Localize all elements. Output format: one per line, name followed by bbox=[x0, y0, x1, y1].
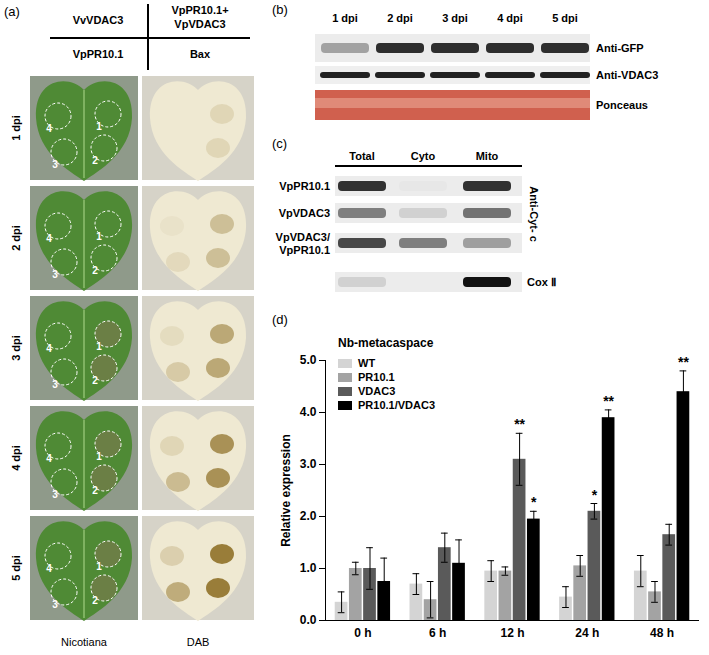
html-text:WT: WT bbox=[358, 357, 376, 369]
svg-text:DAB: DAB bbox=[187, 636, 210, 648]
svg-text:2: 2 bbox=[92, 155, 98, 166]
html-text:PR10.1: PR10.1 bbox=[358, 371, 395, 383]
svg-text:24 h: 24 h bbox=[575, 626, 599, 640]
svg-text:3: 3 bbox=[52, 599, 58, 610]
svg-text:4 dpi: 4 dpi bbox=[10, 445, 22, 471]
svg-text:1: 1 bbox=[96, 121, 102, 132]
svg-text:4: 4 bbox=[46, 563, 52, 574]
svg-text:3: 3 bbox=[52, 489, 58, 500]
svg-text:*: * bbox=[531, 494, 537, 510]
svg-text:4.0: 4.0 bbox=[300, 405, 317, 419]
svg-text:1 dpi: 1 dpi bbox=[10, 115, 22, 141]
svg-text:6 h: 6 h bbox=[429, 626, 446, 640]
svg-text:2: 2 bbox=[92, 595, 98, 606]
svg-text:VvVDAC3: VvVDAC3 bbox=[73, 14, 124, 26]
svg-text:VpPR10.1: VpPR10.1 bbox=[279, 180, 330, 192]
html-text:VDAC3: VDAC3 bbox=[358, 385, 396, 397]
svg-text:Anti-VDAC3: Anti-VDAC3 bbox=[596, 69, 658, 81]
svg-text:Nicotiana: Nicotiana bbox=[61, 636, 108, 648]
svg-text:4 dpi: 4 dpi bbox=[497, 12, 523, 24]
svg-text:(c): (c) bbox=[272, 136, 287, 151]
svg-text:Mito: Mito bbox=[476, 150, 499, 162]
svg-text:1: 1 bbox=[96, 341, 102, 352]
svg-text:Anti-Cyt- c: Anti-Cyt- c bbox=[528, 186, 540, 242]
svg-text:2 dpi: 2 dpi bbox=[387, 12, 413, 24]
svg-text:(b): (b) bbox=[272, 2, 288, 17]
svg-text:4: 4 bbox=[46, 343, 52, 354]
svg-text:2 dpi: 2 dpi bbox=[10, 225, 22, 251]
svg-text:2: 2 bbox=[92, 485, 98, 496]
svg-text:1.0: 1.0 bbox=[300, 561, 317, 575]
svg-text:0 h: 0 h bbox=[354, 626, 371, 640]
svg-text:(a): (a) bbox=[4, 4, 20, 19]
svg-text:5 dpi: 5 dpi bbox=[10, 555, 22, 581]
svg-text:48 h: 48 h bbox=[650, 626, 674, 640]
svg-text:Bax: Bax bbox=[190, 48, 211, 60]
svg-text:Relative expression: Relative expression bbox=[279, 434, 293, 547]
html-text:PR10.1/VDAC3: PR10.1/VDAC3 bbox=[358, 399, 435, 411]
svg-text:1: 1 bbox=[96, 561, 102, 572]
html-text:Nb-metacaspace: Nb-metacaspace bbox=[338, 336, 434, 350]
svg-text:0.0: 0.0 bbox=[300, 613, 317, 627]
svg-text:3: 3 bbox=[52, 159, 58, 170]
svg-text:1: 1 bbox=[96, 231, 102, 242]
svg-text:2: 2 bbox=[92, 375, 98, 386]
svg-text:3: 3 bbox=[52, 269, 58, 280]
svg-text:VpPR10.1: VpPR10.1 bbox=[279, 244, 330, 256]
svg-text:Cyto: Cyto bbox=[411, 150, 436, 162]
svg-text:Ponceaus: Ponceaus bbox=[596, 99, 648, 111]
svg-text:VpVDAC3: VpVDAC3 bbox=[174, 18, 225, 30]
svg-text:Total: Total bbox=[349, 150, 374, 162]
svg-text:3.0: 3.0 bbox=[300, 457, 317, 471]
svg-text:4: 4 bbox=[46, 453, 52, 464]
svg-text:*: * bbox=[592, 487, 598, 503]
svg-text:2.0: 2.0 bbox=[300, 509, 317, 523]
svg-text:1 dpi: 1 dpi bbox=[332, 12, 358, 24]
svg-text:3: 3 bbox=[52, 379, 58, 390]
svg-text:3 dpi: 3 dpi bbox=[10, 335, 22, 361]
svg-text:Cox Ⅱ: Cox Ⅱ bbox=[527, 276, 556, 288]
svg-text:**: ** bbox=[514, 416, 525, 432]
svg-text:VpVDAC3: VpVDAC3 bbox=[279, 207, 330, 219]
svg-text:VpVDAC3/: VpVDAC3/ bbox=[276, 231, 330, 243]
svg-text:VpPR10.1: VpPR10.1 bbox=[73, 48, 124, 60]
svg-text:(d): (d) bbox=[272, 312, 288, 327]
svg-text:5.0: 5.0 bbox=[300, 353, 317, 367]
svg-text:4: 4 bbox=[46, 123, 52, 134]
svg-text:Anti-GFP: Anti-GFP bbox=[596, 42, 644, 54]
svg-text:**: ** bbox=[678, 354, 689, 370]
svg-text:4: 4 bbox=[46, 233, 52, 244]
svg-text:5 dpi: 5 dpi bbox=[552, 12, 578, 24]
svg-text:12 h: 12 h bbox=[500, 626, 524, 640]
svg-text:3 dpi: 3 dpi bbox=[442, 12, 468, 24]
svg-text:2: 2 bbox=[92, 265, 98, 276]
svg-text:1: 1 bbox=[96, 451, 102, 462]
svg-text:VpPR10.1+: VpPR10.1+ bbox=[171, 4, 228, 16]
svg-text:**: ** bbox=[603, 393, 614, 409]
